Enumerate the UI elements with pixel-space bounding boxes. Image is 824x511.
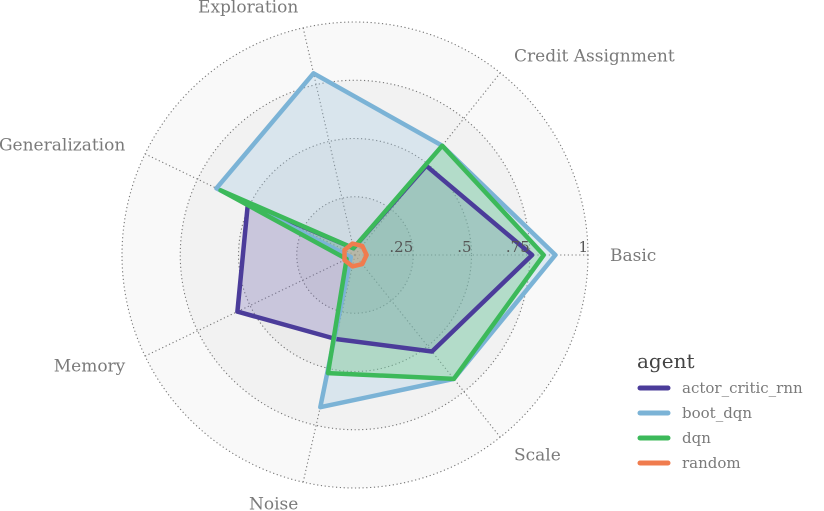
axis-labels: Basic Credit Assignment Exploration General…	[0, 0, 675, 511]
axis-label-noise: Noise	[249, 495, 298, 511]
tick-label-2: .5	[457, 238, 471, 256]
tick-label-4: 1	[578, 238, 588, 256]
series-line-random	[342, 241, 369, 269]
radar-series-outlines	[214, 71, 558, 410]
axis-label-credit-assignment: Credit Assignment	[514, 47, 675, 67]
spoke-4	[144, 153, 356, 256]
axis-label-exploration: Exploration	[198, 0, 298, 17]
tick-label-1: .25	[389, 238, 413, 256]
legend-label-actor_critic_rnn: actor_critic_rnn	[682, 379, 803, 397]
legend-label-dqn: dqn	[682, 429, 711, 447]
legend-title: agent	[637, 349, 694, 373]
spoke-3	[302, 27, 356, 256]
grid-circle-1	[296, 196, 414, 314]
spoke-7	[354, 254, 501, 438]
axis-label-generalization: Generalization	[0, 135, 125, 155]
tick-label-3: .75	[506, 238, 530, 256]
series-fill-actor_critic_rnn	[237, 165, 533, 352]
series-line-dqn	[218, 143, 546, 382]
series-fill-boot_dqn	[216, 73, 556, 408]
spoke-2	[354, 72, 501, 256]
radar-grid	[121, 21, 589, 489]
legend-label-boot_dqn: boot_dqn	[682, 404, 752, 422]
axis-label-basic: Basic	[610, 246, 656, 266]
axis-label-scale: Scale	[514, 445, 561, 465]
legend-label-random: random	[682, 454, 741, 472]
axis-label-memory: Memory	[54, 357, 126, 377]
radial-tick-labels: .25 .5 .75 1	[389, 238, 588, 256]
spoke-5	[144, 254, 356, 357]
spoke-6	[302, 254, 356, 483]
grid-circle-2	[237, 137, 473, 373]
